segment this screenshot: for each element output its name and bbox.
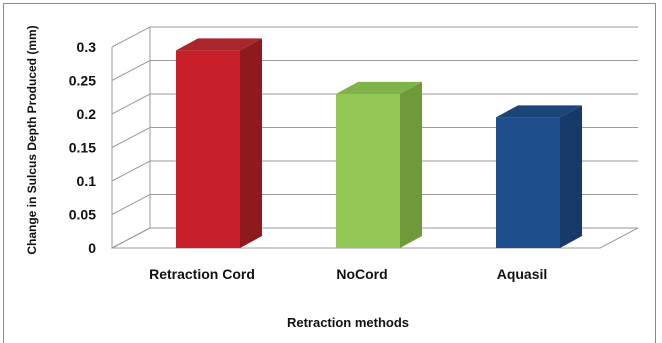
gridline [111,93,638,115]
bar-front [176,50,240,248]
gridline [111,127,638,148]
x-category-label: Retraction Cord [149,266,255,282]
y-axis-ticks: 0 0.05 0.1 0.15 0.2 0.25 0.3 [69,39,96,256]
y-tick-label: 0 [88,240,96,256]
bar-side [400,81,422,249]
bars [176,38,582,249]
bar-side [240,38,262,248]
x-category-label: Aquasil [497,266,548,282]
bar-top [496,105,582,118]
y-tick-label: 0.2 [77,106,97,122]
y-tick-label: 0.3 [77,39,97,55]
gridline [111,194,638,215]
y-tick-label: 0.1 [77,173,97,189]
chart-frame [3,3,656,343]
bar-2 [336,81,422,249]
bar-front [496,117,560,248]
gridline [111,26,638,48]
y-tick-label: 0.15 [69,140,96,156]
x-axis-label: Retraction methods [287,315,409,330]
bar-side [560,105,582,248]
bar-top [336,81,422,94]
gridline [111,227,638,249]
gridlines [111,26,638,249]
x-axis-categories: Retraction Cord NoCord Aquasil [149,266,547,282]
y-axis-label: Change in Sulcus Depth Produced (mm) [25,25,39,254]
bar-top [176,38,262,51]
gridline [111,60,638,81]
bar-front [336,93,400,249]
gridline [111,160,638,182]
bar-1 [176,38,262,248]
y-tick-label: 0.05 [69,207,96,223]
bar-3 [496,105,582,248]
x-category-label: NoCord [336,266,387,282]
y-tick-label: 0.25 [69,73,96,89]
